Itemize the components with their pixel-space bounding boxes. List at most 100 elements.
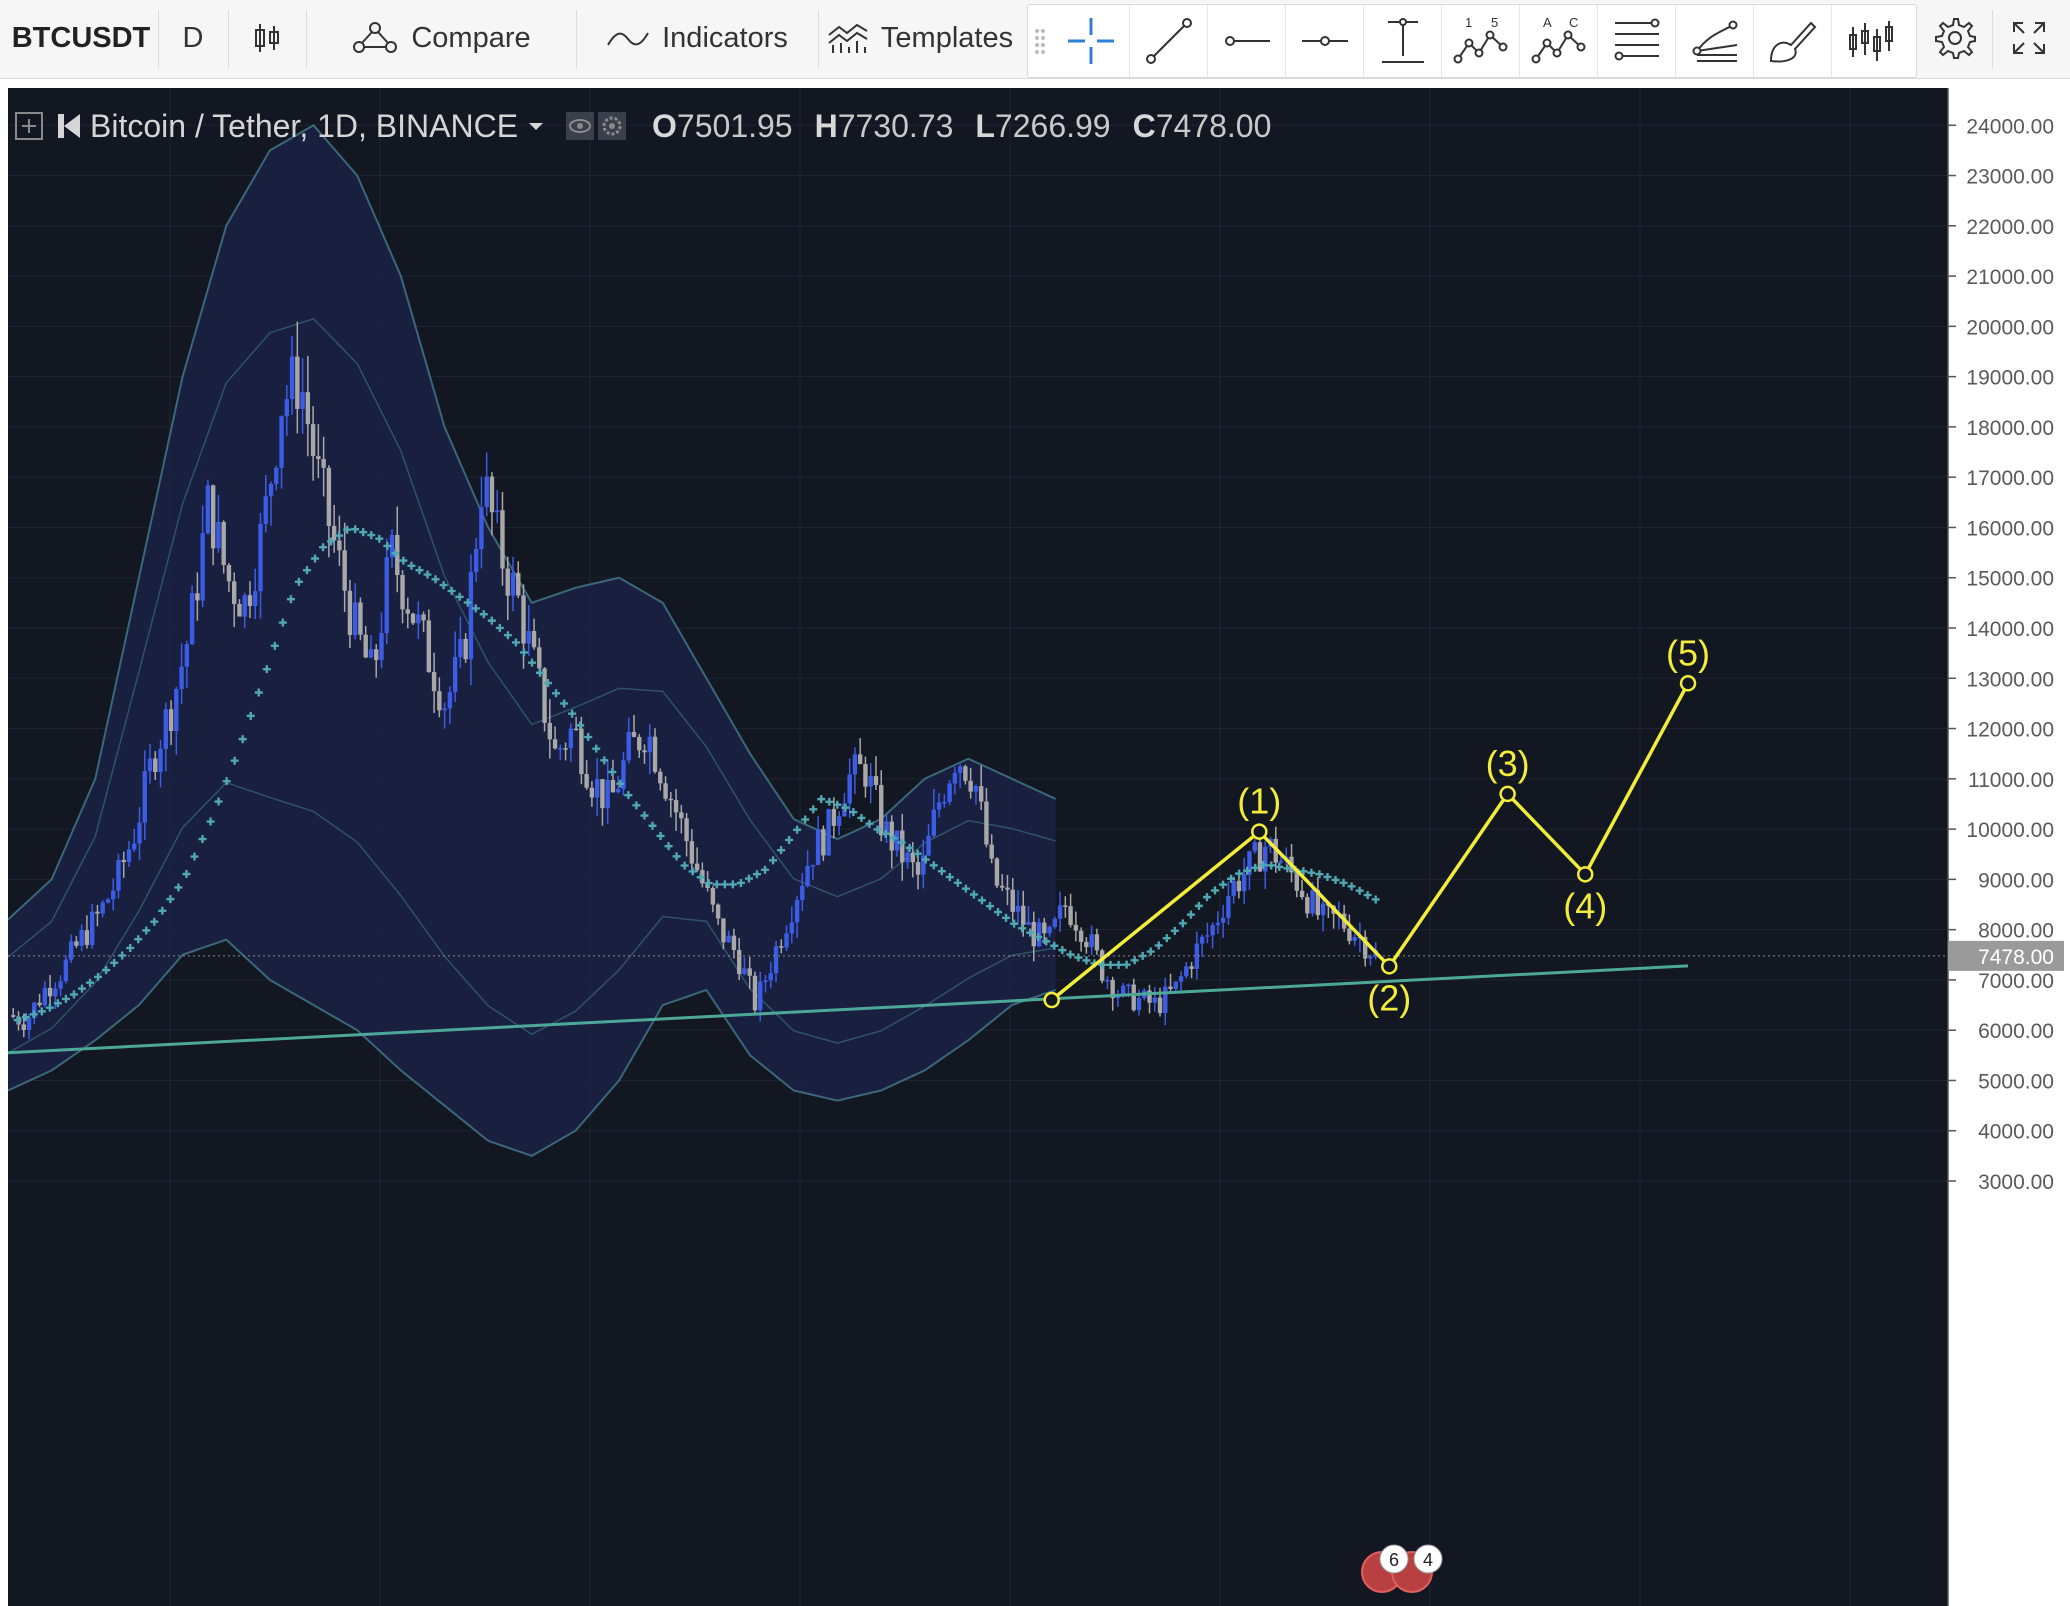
brush-tool[interactable] xyxy=(1754,5,1832,77)
fib-retracement-tool[interactable] xyxy=(1598,5,1676,77)
candle-body xyxy=(358,602,363,635)
inner-upper-band xyxy=(8,317,1056,958)
price-axis[interactable]: 25000.0024000.0023000.0022000.0021000.00… xyxy=(1947,88,2070,1606)
long-position-tool[interactable] xyxy=(1832,5,1910,77)
candle-body xyxy=(363,634,368,658)
inner-lower-band xyxy=(8,781,1056,1054)
axis-tick-label: 5000.00 xyxy=(1978,1070,2054,1093)
candle-body xyxy=(226,565,232,582)
ma-cross xyxy=(1243,866,1252,875)
candle-body xyxy=(526,630,531,644)
candle-body xyxy=(289,356,295,400)
elliott-wave-point xyxy=(1499,785,1516,803)
candle-body xyxy=(1052,918,1058,927)
compare-button[interactable]: Compare xyxy=(308,4,574,72)
ma-cross xyxy=(994,907,1003,916)
axis-tick-label: 20000.00 xyxy=(1966,316,2054,339)
candle-body xyxy=(32,1002,37,1018)
ma-cross xyxy=(536,668,545,677)
settings-button[interactable] xyxy=(1920,4,1990,72)
drag-handle[interactable] xyxy=(1028,5,1052,77)
ma-cross xyxy=(383,541,392,550)
compare-icon xyxy=(353,22,398,53)
ma-cross xyxy=(94,972,103,981)
ma-cross xyxy=(246,711,255,720)
candle-body xyxy=(1152,997,1157,1003)
symbol-search-button[interactable]: BTCUSDT xyxy=(6,4,156,72)
candle-body xyxy=(163,709,169,749)
ma-cross xyxy=(294,577,303,586)
candle-body xyxy=(389,534,395,558)
candle-body xyxy=(1057,905,1063,919)
ma-cross xyxy=(503,631,512,640)
ma-cross xyxy=(752,870,761,879)
ma-cross xyxy=(552,689,561,698)
candle-body xyxy=(952,772,958,784)
fib-fan-tool[interactable] xyxy=(1676,5,1754,77)
ma-cross xyxy=(1275,862,1284,871)
ma-cross xyxy=(1122,960,1131,969)
text-tool[interactable] xyxy=(1364,5,1442,77)
high-value: 7730.73 xyxy=(837,107,954,144)
candle-body xyxy=(1073,924,1079,931)
axis-tick-label: 21000.00 xyxy=(1966,266,2054,289)
candle-body xyxy=(284,399,290,417)
candle-body xyxy=(368,649,374,658)
axis-tick-label: 13000.00 xyxy=(1966,668,2054,691)
ma-cross xyxy=(367,531,376,540)
ma-cross xyxy=(1170,926,1179,935)
chart-pane[interactable]: (1)(2)(3)(4)(5) 25000.0024000.0023000.00… xyxy=(8,88,2070,1606)
ma-cross xyxy=(375,534,384,543)
candle-body xyxy=(489,476,495,513)
candle-body xyxy=(495,510,500,513)
elliott-label-1: 1 xyxy=(1465,15,1472,30)
ma-cross xyxy=(680,861,689,870)
support-trendline[interactable] xyxy=(8,964,1689,1055)
candle-body xyxy=(742,968,747,974)
candle-body xyxy=(1021,905,1026,925)
indicators-button[interactable]: Indicators xyxy=(578,4,816,72)
legend-gear-icon[interactable] xyxy=(598,112,627,140)
templates-button[interactable]: Templates xyxy=(820,4,1020,72)
elliott-wave-drawing[interactable]: (1) (2) (3) (4) (5) xyxy=(1043,632,1710,1018)
horizontal-ray-tool[interactable] xyxy=(1208,5,1286,77)
candle-body xyxy=(1173,981,1179,989)
price-chart[interactable]: (1)(2)(3)(4)(5) 25000.0024000.0023000.00… xyxy=(8,88,2070,1606)
ma-cross xyxy=(254,688,263,697)
fullscreen-button[interactable] xyxy=(1994,4,2064,72)
collapse-legend-icon[interactable] xyxy=(14,111,44,141)
ma-cross xyxy=(1219,880,1228,889)
candle-body xyxy=(179,666,184,690)
axis-tick-label: 4000.00 xyxy=(1978,1121,2054,1144)
eye-icon[interactable] xyxy=(566,112,595,140)
ma-cross xyxy=(688,867,697,876)
ma-cross xyxy=(544,679,553,688)
ma-cross xyxy=(166,895,175,904)
candle-body xyxy=(1089,934,1094,948)
ma-cross xyxy=(1162,934,1171,943)
candle-body xyxy=(868,776,873,787)
candle-body xyxy=(978,786,984,802)
symbol-title[interactable]: Bitcoin / Tether, 1D, BINANCE xyxy=(90,107,519,144)
candle-body xyxy=(121,859,126,863)
ma-cross xyxy=(873,825,882,834)
horizontal-line-tool[interactable] xyxy=(1286,5,1364,77)
candle-body xyxy=(137,822,142,844)
ma-cross xyxy=(230,756,239,765)
candle-body xyxy=(295,356,300,409)
candle-body xyxy=(310,424,316,457)
candle-body xyxy=(563,748,568,750)
candle-body xyxy=(1252,842,1257,852)
interval-button[interactable]: D xyxy=(160,4,226,72)
crosshair-tool[interactable] xyxy=(1052,5,1130,77)
gear-icon xyxy=(1935,18,1976,59)
chart-style-button[interactable] xyxy=(230,4,304,72)
trend-line-tool[interactable] xyxy=(1130,5,1208,77)
candle-body xyxy=(89,911,95,945)
chevron-down-icon[interactable] xyxy=(526,116,546,136)
ma-cross xyxy=(769,856,778,865)
ma-cross xyxy=(182,870,191,879)
